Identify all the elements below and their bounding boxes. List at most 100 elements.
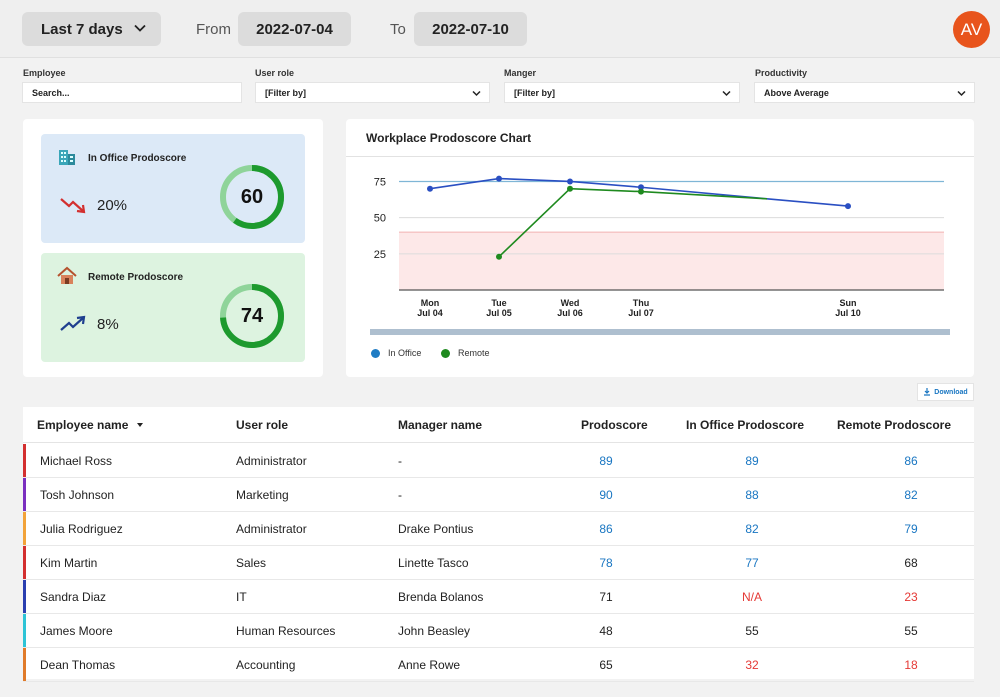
table-row[interactable]: James Moore Human Resources John Beasley 48… — [23, 614, 974, 648]
prodoscore-cell[interactable]: 86 — [599, 522, 613, 536]
column-header-employee-name[interactable]: Employee name — [37, 418, 144, 432]
manager-select[interactable]: [Filter by] — [504, 82, 740, 103]
office-data-point — [496, 175, 502, 182]
remote-score-box: Remote Prodoscore 8% 74 — [41, 253, 305, 362]
user-role-cell: Marketing — [236, 488, 289, 502]
remote-score-value: 74 — [240, 304, 264, 327]
remote-data-point — [567, 185, 573, 192]
column-header-user-role[interactable]: User role — [236, 418, 289, 432]
date-range-label: Last 7 days — [41, 20, 123, 38]
office-building-icon — [59, 150, 75, 165]
manager-name-cell: - — [398, 454, 402, 468]
manager-name-cell: Anne Rowe — [398, 658, 461, 672]
prodoscore-cell[interactable]: 78 — [599, 556, 613, 570]
user-role-cell: Administrator — [236, 454, 307, 468]
remote-prodoscore-cell[interactable]: 23 — [904, 590, 918, 604]
productivity-filter-label: Productivity — [755, 68, 808, 78]
x-tick-day: Wed — [561, 298, 580, 308]
employee-name-cell[interactable]: Tosh Johnson — [40, 488, 115, 502]
prodoscore-cell[interactable]: 89 — [599, 454, 613, 468]
chevron-down-icon — [472, 90, 481, 97]
table-row[interactable]: Tosh Johnson Marketing - 90 88 82 — [23, 478, 974, 512]
chevron-down-icon — [134, 24, 146, 32]
row-color-bar — [23, 648, 26, 681]
office-score-title: In Office Prodoscore — [88, 153, 187, 164]
prodoscore-cell[interactable]: 48 — [599, 624, 613, 638]
employee-name-cell[interactable]: Kim Martin — [40, 556, 98, 570]
employee-name-cell[interactable]: Sandra Diaz — [40, 590, 107, 604]
office-prodoscore-cell[interactable]: 88 — [745, 488, 759, 502]
y-tick-label: 75 — [374, 176, 386, 188]
employee-name-cell[interactable]: Dean Thomas — [40, 658, 116, 672]
x-tick-day: Mon — [421, 298, 440, 308]
employee-name-cell[interactable]: Julia Rodriguez — [40, 522, 123, 536]
from-label: From — [196, 21, 231, 38]
employee-name-cell[interactable]: Michael Ross — [40, 454, 113, 468]
column-header-remote-prodoscore[interactable]: Remote Prodoscore — [837, 418, 952, 432]
prodoscore-cell[interactable]: 65 — [599, 658, 613, 672]
table-row[interactable]: Michael Ross Administrator - 89 89 86 — [23, 444, 974, 478]
from-date-input[interactable]: 2022-07-04 — [238, 12, 351, 46]
date-range-select[interactable]: Last 7 days — [22, 12, 161, 46]
x-tick-day: Sun — [840, 298, 857, 308]
office-prodoscore-cell[interactable]: 77 — [745, 556, 759, 570]
office-prodoscore-cell[interactable]: 32 — [745, 658, 759, 672]
column-header-manager-name[interactable]: Manager name — [398, 418, 483, 432]
office-prodoscore-cell[interactable]: 89 — [745, 454, 759, 468]
prodoscore-cell[interactable]: 71 — [599, 590, 613, 604]
low-score-band — [399, 232, 944, 290]
remote-series-line — [498, 187, 768, 258]
chart-divider — [346, 156, 974, 157]
user-role-cell: Administrator — [236, 522, 307, 536]
legend-remote-label: Remote — [458, 348, 490, 358]
table-row[interactable]: Sandra Diaz IT Brenda Bolanos 71 N/A 23 — [23, 580, 974, 614]
remote-prodoscore-cell[interactable]: 68 — [904, 556, 918, 570]
remote-prodoscore-cell[interactable]: 79 — [904, 522, 918, 536]
remote-data-point — [638, 188, 644, 195]
home-icon — [57, 266, 77, 284]
row-color-bar — [23, 478, 26, 511]
employee-name-cell[interactable]: James Moore — [40, 624, 113, 638]
employee-search-input[interactable]: Search... — [22, 82, 242, 103]
user-role-cell: IT — [236, 590, 247, 604]
table-row[interactable]: Julia Rodriguez Administrator Drake Pontiu… — [23, 512, 974, 546]
manager-filter-label: Manger — [504, 68, 537, 78]
office-score-ring — [220, 165, 284, 229]
productivity-select[interactable]: Above Average — [754, 82, 975, 103]
remote-prodoscore-cell[interactable]: 82 — [904, 488, 918, 502]
user-role-select[interactable]: [Filter by] — [255, 82, 490, 103]
y-tick-label: 25 — [374, 249, 386, 261]
table-row[interactable]: Kim Martin Sales Linette Tasco 78 77 68 — [23, 546, 974, 580]
remote-prodoscore-cell[interactable]: 86 — [904, 454, 918, 468]
remote-prodoscore-cell[interactable]: 18 — [904, 658, 918, 672]
y-tick-label: 50 — [374, 213, 386, 225]
chart-scrollbar — [370, 329, 950, 335]
manager-name-cell: - — [398, 488, 402, 502]
download-button[interactable]: Download — [917, 383, 974, 401]
top-bar: Last 7 days From 2022-07-04 To 2022-07-1… — [0, 0, 1000, 58]
x-tick-day: Tue — [491, 298, 506, 308]
legend-remote-dot — [441, 348, 450, 358]
office-prodoscore-cell[interactable]: N/A — [741, 590, 762, 604]
column-header-prodoscore[interactable]: Prodoscore — [581, 418, 648, 432]
avatar[interactable]: AV — [953, 11, 990, 48]
legend-office: In Office — [371, 348, 421, 358]
office-score-box: In Office Prodoscore 20% 60 — [41, 134, 305, 243]
table-row[interactable]: Dean Thomas Accounting Anne Rowe 65 32 18 — [23, 648, 974, 682]
manager-name-cell: Drake Pontius — [398, 522, 474, 536]
employee-filter-label: Employee — [23, 68, 66, 78]
to-date-input[interactable]: 2022-07-10 — [414, 12, 527, 46]
ring-progress — [220, 284, 284, 348]
remote-prodoscore-cell[interactable]: 55 — [904, 624, 918, 638]
office-prodoscore-cell[interactable]: 55 — [745, 624, 759, 638]
user-role-cell: Sales — [236, 556, 267, 570]
prodoscore-cell[interactable]: 90 — [599, 488, 613, 502]
x-tick-date: Jul 04 — [417, 308, 443, 318]
employee-table: Employee name User role Manager name Pro… — [23, 407, 974, 682]
to-label: To — [390, 21, 406, 38]
prodoscore-summary-card: In Office Prodoscore 20% 60 Remote Prodo… — [23, 119, 323, 377]
office-prodoscore-cell[interactable]: 82 — [745, 522, 759, 536]
office-score-value: 60 — [240, 185, 264, 208]
column-header-office-prodoscore[interactable]: In Office Prodoscore — [686, 418, 805, 432]
